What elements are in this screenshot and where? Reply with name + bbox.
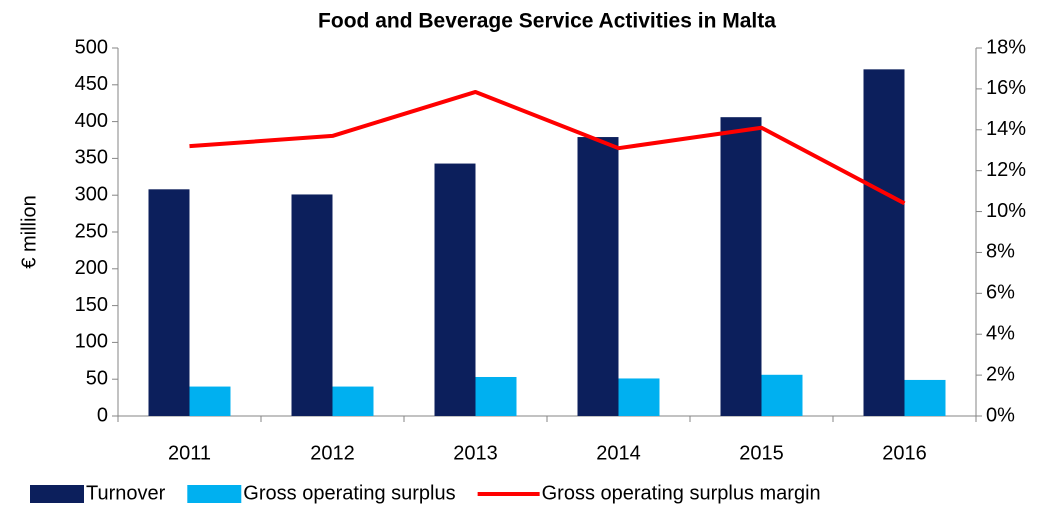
y-tick-label: 50 (86, 367, 108, 389)
bar (618, 378, 660, 416)
y-tick-label: 300 (75, 183, 108, 205)
y-tick-label: 250 (75, 220, 108, 242)
y2-tick-label: 18% (986, 36, 1026, 58)
x-tick-label: 2014 (596, 442, 641, 464)
y-tick-label: 450 (75, 73, 108, 95)
bar (475, 376, 517, 416)
bar (291, 194, 333, 416)
y-tick-label: 500 (75, 36, 108, 58)
legend-swatch (187, 485, 242, 503)
y2-tick-label: 12% (986, 159, 1026, 181)
x-tick-label: 2013 (453, 442, 498, 464)
bar (332, 386, 374, 416)
y2-tick-label: 14% (986, 118, 1026, 140)
bar (148, 189, 190, 416)
legend-label: Gross operating surplus margin (542, 482, 821, 504)
line (189, 89, 906, 206)
y2-tick-label: 0% (986, 404, 1015, 426)
y2-tick-label: 2% (986, 363, 1015, 385)
x-tick-label: 2011 (168, 442, 211, 464)
y-tick-label: 100 (75, 331, 108, 353)
x-tick-label: 2016 (882, 442, 927, 464)
legend-label: Gross operating surplus (243, 482, 455, 504)
bar (720, 117, 762, 417)
legend-swatch (30, 485, 84, 503)
bar (904, 379, 946, 416)
bar (863, 69, 905, 417)
legend-label: Turnover (86, 482, 166, 504)
chart-title: Food and Beverage Service Activities in … (318, 10, 776, 33)
y2-tick-label: 16% (986, 77, 1026, 99)
bar (434, 163, 476, 416)
y2-tick-label: 10% (986, 200, 1026, 222)
bar (189, 386, 231, 416)
y-tick-label: 0 (97, 404, 108, 426)
y-axis-label: € million (18, 195, 40, 268)
y2-tick-label: 4% (986, 323, 1015, 345)
y2-tick-label: 8% (986, 241, 1015, 263)
y-tick-label: 150 (75, 294, 108, 316)
bar (577, 137, 619, 416)
y-tick-label: 200 (75, 257, 108, 279)
x-tick-label: 2015 (739, 442, 784, 464)
y2-tick-label: 6% (986, 282, 1015, 304)
y-tick-label: 400 (75, 110, 108, 132)
y-tick-label: 350 (75, 147, 108, 169)
bar (761, 374, 803, 416)
x-tick-label: 2012 (310, 442, 355, 464)
